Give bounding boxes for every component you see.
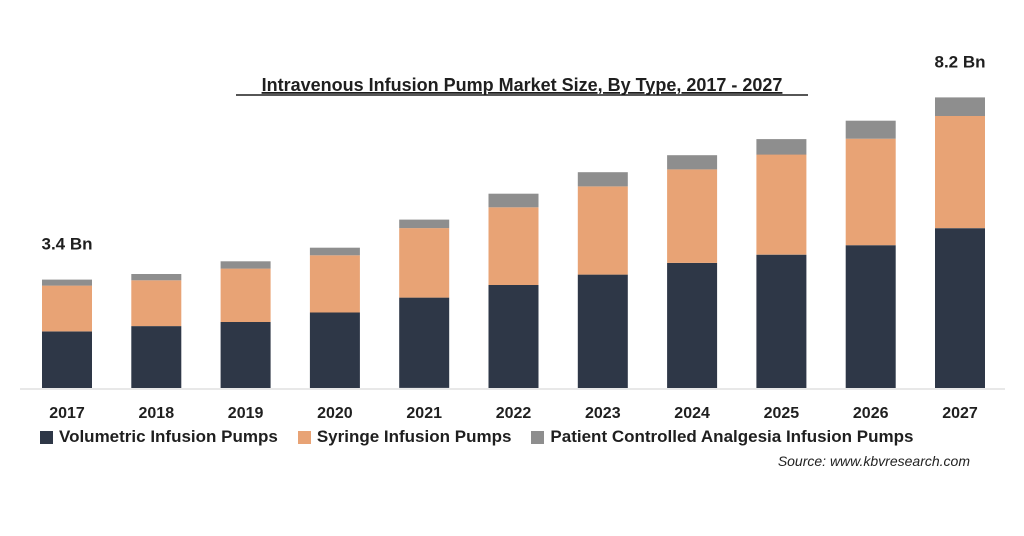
- legend-item-syringe: Syringe Infusion Pumps: [297, 427, 512, 447]
- x-tick-labels: 2017 2018 2019 2020 2021 2022 2023 2024 2025 2026…: [49, 405, 978, 422]
- bar-2021-patient-controlled-analgesia-infusion-pumps: [399, 219, 450, 229]
- bar-2020-syringe-infusion-pumps: [309, 255, 360, 313]
- x-tick-label-2025: 2025: [764, 405, 800, 422]
- legend-label-pca: Patient Controlled Analgesia Infusion Pu…: [550, 427, 914, 446]
- x-tick-label-2021: 2021: [406, 405, 442, 422]
- bar-2021-syringe-infusion-pumps: [399, 228, 450, 298]
- bar-2021-volumetric-infusion-pumps: [399, 297, 450, 388]
- x-tick-label-2024: 2024: [674, 405, 710, 422]
- legend-label-syringe: Syringe Infusion Pumps: [316, 427, 512, 446]
- x-tick-label-2026: 2026: [853, 405, 889, 422]
- annotation-total-2017: 3.4 Bn: [41, 235, 92, 254]
- bar-2026-syringe-infusion-pumps: [845, 138, 896, 246]
- x-tick-label-2020: 2020: [317, 405, 353, 422]
- bar-2018-syringe-infusion-pumps: [131, 280, 182, 327]
- bars-layer: [42, 97, 985, 388]
- x-tick-label-2018: 2018: [139, 405, 175, 422]
- legend-label-volumetric: Volumetric Infusion Pumps: [59, 427, 278, 446]
- bar-2022-patient-controlled-analgesia-infusion-pumps: [488, 193, 539, 208]
- bar-2023-syringe-infusion-pumps: [577, 186, 628, 275]
- bar-2026-patient-controlled-analgesia-infusion-pumps: [845, 120, 896, 139]
- bar-2023-patient-controlled-analgesia-infusion-pumps: [577, 172, 628, 187]
- x-tick-label-2022: 2022: [496, 405, 532, 422]
- legend: Volumetric Infusion Pumps Syringe Infusi…: [40, 427, 913, 447]
- annotation-total-2027: 8.2 Bn: [934, 52, 985, 71]
- bar-2024-patient-controlled-analgesia-infusion-pumps: [667, 155, 718, 170]
- legend-swatch-pca: [531, 430, 545, 444]
- bar-2018-patient-controlled-analgesia-infusion-pumps: [131, 274, 182, 281]
- bar-2027-syringe-infusion-pumps: [935, 116, 985, 229]
- bar-2017-syringe-infusion-pumps: [42, 285, 92, 332]
- bar-2020-volumetric-infusion-pumps: [309, 312, 360, 388]
- bar-2027-patient-controlled-analgesia-infusion-pumps: [935, 97, 985, 116]
- x-tick-label-2019: 2019: [228, 405, 264, 422]
- bar-2024-syringe-infusion-pumps: [667, 169, 718, 263]
- legend-item-volumetric: Volumetric Infusion Pumps: [40, 427, 278, 447]
- bar-2026-volumetric-infusion-pumps: [845, 245, 896, 388]
- bar-2017-volumetric-infusion-pumps: [42, 331, 92, 388]
- bar-2022-syringe-infusion-pumps: [488, 207, 539, 285]
- bar-2024-volumetric-infusion-pumps: [667, 262, 718, 388]
- legend-swatch-volumetric: [40, 430, 53, 444]
- x-tick-label-2027: 2027: [942, 405, 978, 422]
- bar-2019-syringe-infusion-pumps: [220, 268, 271, 322]
- legend-item-pca: Patient Controlled Analgesia Infusion Pu…: [531, 427, 913, 447]
- x-tick-label-2023: 2023: [585, 405, 621, 422]
- x-tick-label-2017: 2017: [49, 405, 85, 422]
- bar-2025-patient-controlled-analgesia-infusion-pumps: [756, 139, 807, 155]
- chart-title: Intravenous Infusion Pump Market Size, B…: [262, 75, 783, 95]
- bar-2023-volumetric-infusion-pumps: [577, 274, 628, 388]
- bar-2020-patient-controlled-analgesia-infusion-pumps: [309, 247, 360, 256]
- source-note: Source: www.kbvresearch.com: [777, 453, 970, 469]
- bar-2022-volumetric-infusion-pumps: [488, 285, 539, 388]
- bar-2025-syringe-infusion-pumps: [756, 154, 807, 255]
- bar-2017-patient-controlled-analgesia-infusion-pumps: [42, 279, 92, 286]
- bar-2019-volumetric-infusion-pumps: [220, 322, 271, 388]
- legend-swatch-syringe: [297, 430, 311, 444]
- bar-2019-patient-controlled-analgesia-infusion-pumps: [220, 261, 271, 269]
- bar-2027-volumetric-infusion-pumps: [935, 228, 985, 388]
- bar-2018-volumetric-infusion-pumps: [131, 326, 182, 388]
- bar-2025-volumetric-infusion-pumps: [756, 254, 807, 388]
- annotations-layer: 3.4 Bn 8.2 Bn: [41, 52, 985, 253]
